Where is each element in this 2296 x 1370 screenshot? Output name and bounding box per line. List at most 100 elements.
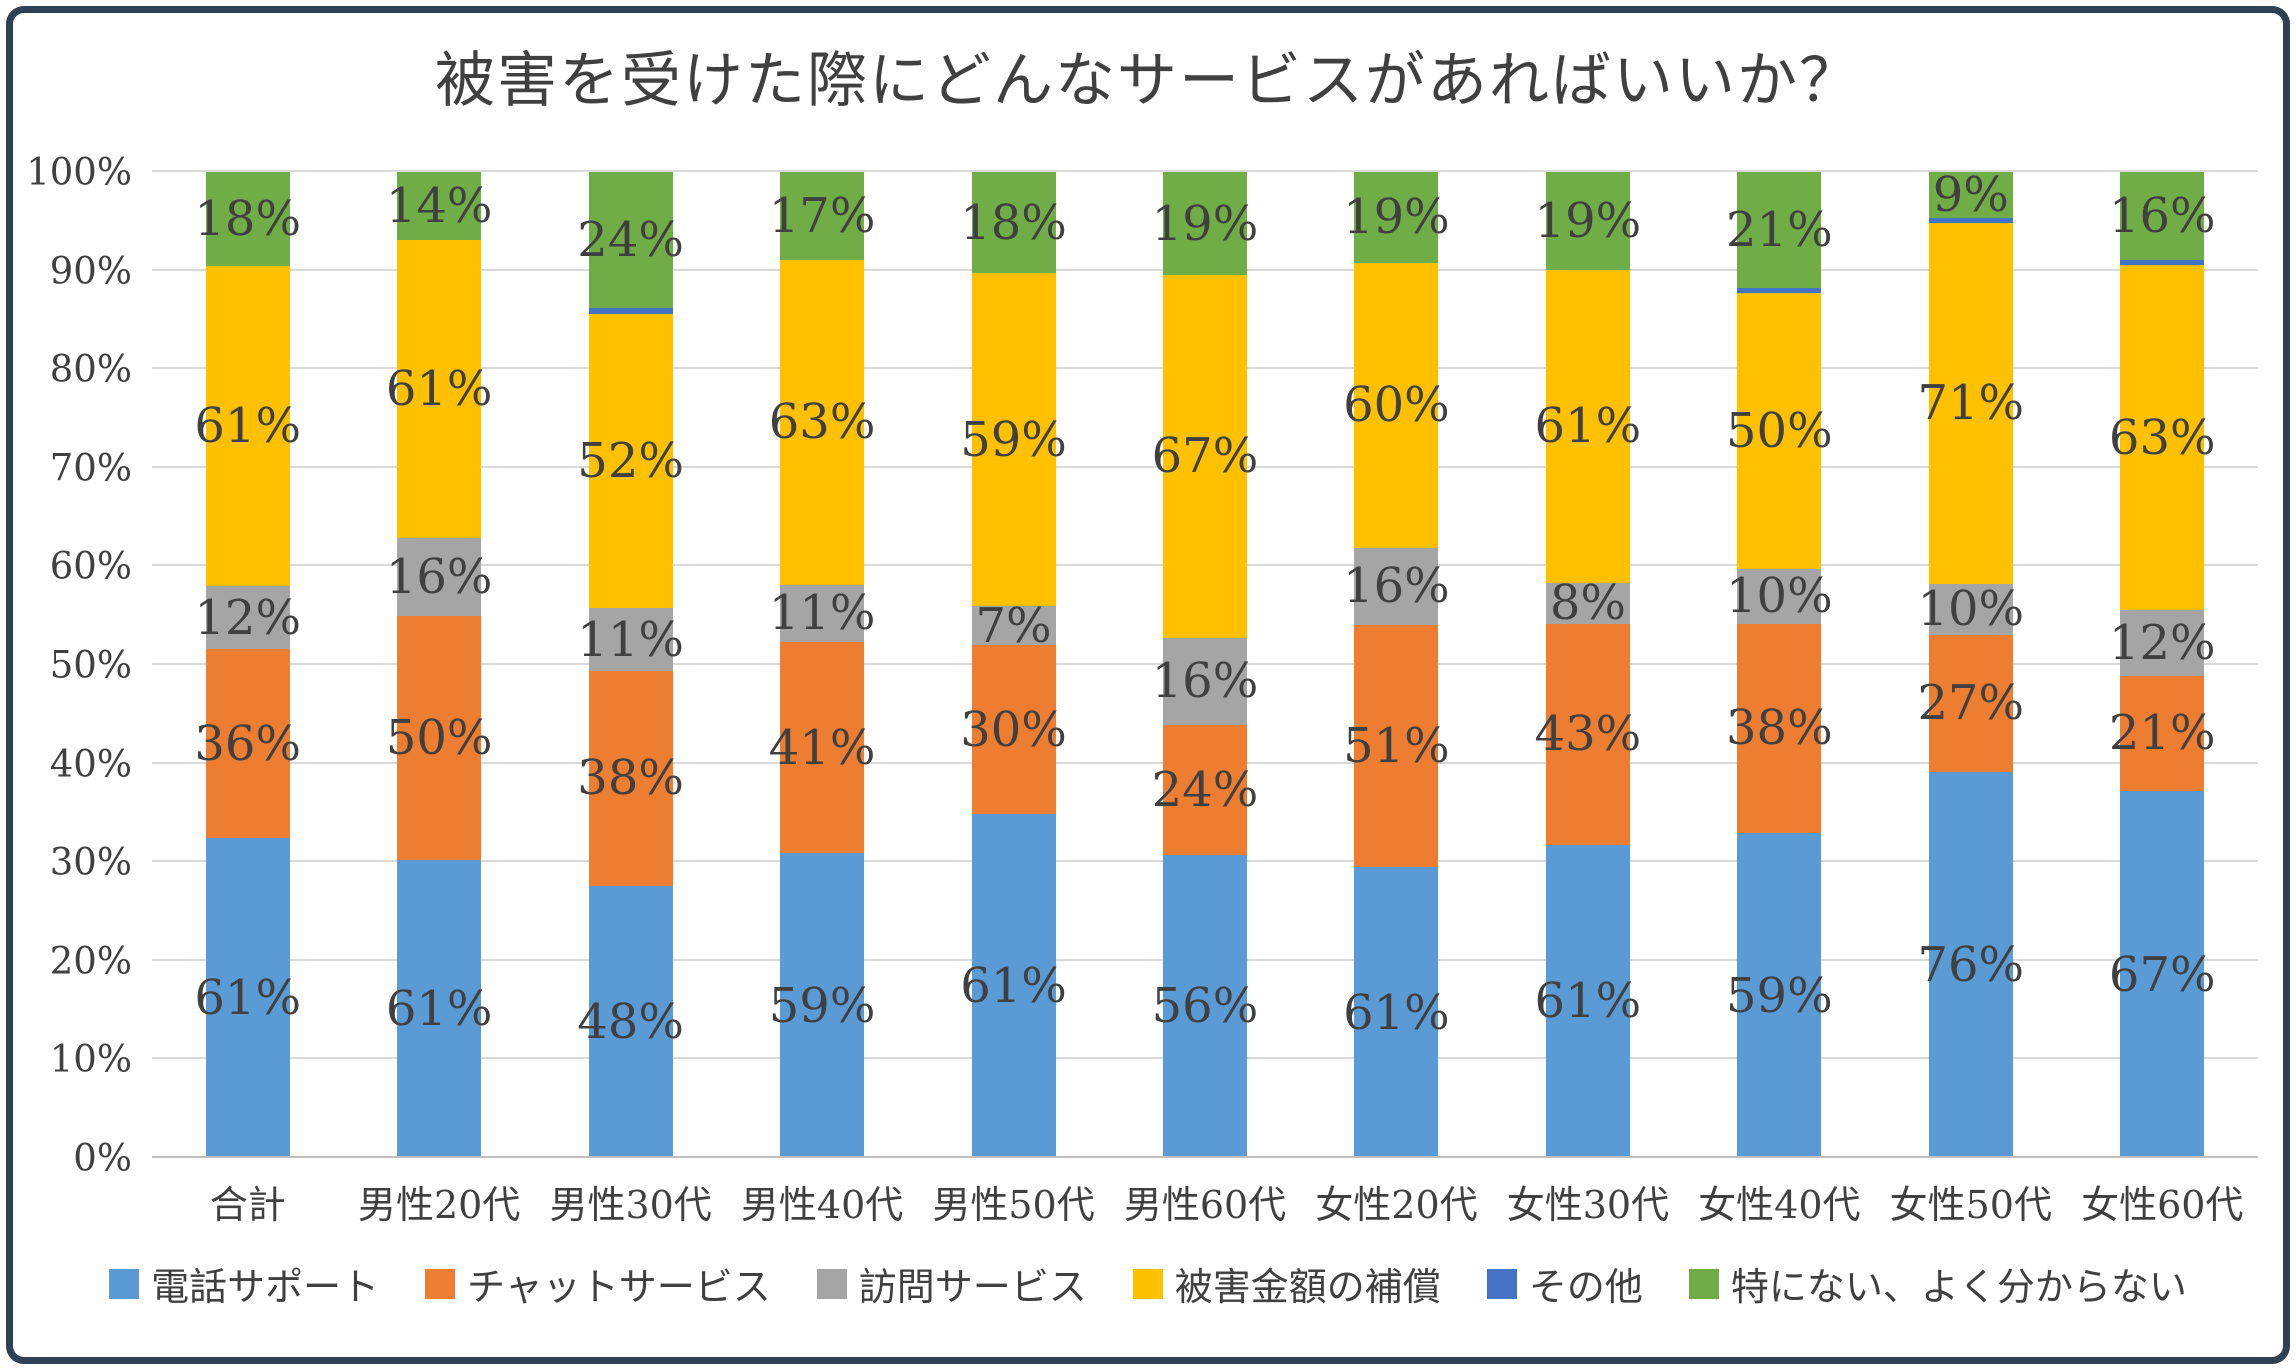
y-axis-tick-label: 70% [49,446,132,490]
bar-segment-other [1737,287,1822,294]
bar-segment-phone-support: 76% [1917,771,2024,1158]
data-label: 7% [975,597,1052,654]
data-label: 60% [1343,377,1450,434]
chart-title: 被害を受けた際にどんなサービスがあればいいか？ [435,46,1861,116]
data-label: 76% [1917,936,2025,993]
bar-segment-phone-support: 61% [1535,844,1641,1158]
bar-segment-none-unknown: 18% [194,172,301,267]
data-label: 11% [768,585,876,642]
legend-swatch-none-unknown [1688,1268,1719,1299]
data-label: 71% [1917,375,2025,432]
bar-column: 61% 51% 16% 60% 19% [1301,172,1492,1158]
bar-segment-visit-service: 11% [577,608,684,671]
bar-segment-chat-service: 38% [1726,623,1833,834]
data-label: 61% [194,398,302,455]
data-label: 18% [194,191,302,248]
stacked-bar: 76% 27% 10% 71% 9% [1917,167,2024,1158]
bar-column: 61% 30% 7% 59% 18% [918,172,1109,1158]
data-label: 59% [768,977,876,1034]
bar-segment-visit-service: 16% [1343,548,1450,625]
data-label: 16% [1151,653,1259,710]
bar-segment-chat-service: 51% [1343,624,1450,868]
bar-segment-none-unknown: 9% [1928,167,2013,223]
x-axis-category-label: 合計 [209,1183,286,1227]
bar-segment-visit-service: 11% [769,585,875,642]
data-label: 59% [1726,967,1833,1024]
data-label: 24% [577,212,684,269]
legend-item-visit-service: 訪問サービス [816,1256,1087,1311]
legend-swatch-visit-service [816,1268,847,1299]
bar-segment-phone-support: 67% [2109,791,2216,1158]
bar-column: 67% 21% 12% 63% 16% [2067,172,2258,1158]
data-label: 30% [960,701,1067,758]
data-label: 27% [1917,675,2025,732]
stacked-bar: 56% 24% 16% 67% 19% [1152,172,1258,1158]
bar-segment-damage-compensation: 61% [194,266,301,587]
x-axis: 合計 男性20代 男性30代 男性40代 男性50代 男性60代 女性20代 女性30代 女性4… [152,1174,2258,1229]
y-axis-tick-label: 40% [49,742,132,786]
stacked-bar: 61% 50% 16% 61% 14% [386,172,493,1158]
bar-segment-damage-compensation: 63% [2109,265,2216,611]
data-label: 21% [1726,201,1833,258]
legend-item-none-unknown: 特にない、よく分からない [1688,1256,2187,1311]
bar-segment-chat-service: 43% [1535,623,1641,845]
legend-item-damage-compensation: 被害金額の補償 [1132,1256,1441,1311]
gridline [152,170,2258,172]
data-label: 17% [768,187,876,244]
bar-segment-damage-compensation: 50% [1726,293,1833,569]
bar-segment-visit-service: 12% [2109,610,2216,676]
legend-label: 被害金額の補償 [1174,1265,1441,1309]
plot-area: 61% 36% 12% 61% 18% 61% 50% 16% 61% 14% 48% 38% 11% 5… [152,167,2258,1158]
data-label: 59% [960,411,1067,468]
legend-swatch-other [1486,1268,1517,1299]
bar-segment-phone-support: 59% [1726,833,1833,1158]
y-axis-tick-label: 90% [49,249,132,293]
bar-segment-none-unknown: 19% [1343,172,1450,263]
bar-segment-chat-service: 21% [2109,675,2216,791]
data-label: 43% [1534,706,1642,763]
legend-item-chat-service: チャットサービス [425,1256,771,1311]
bar-segment-none-unknown: 24% [577,172,684,309]
y-axis-tick-label: 10% [49,1037,132,1081]
data-label: 36% [194,715,302,772]
bar-column: 56% 24% 16% 67% 19% [1109,172,1300,1158]
bar-segment-none-unknown: 19% [1152,172,1258,275]
data-label: 38% [1726,700,1833,757]
bar-segment-phone-support: 48% [577,886,684,1158]
data-label: 61% [1534,398,1642,455]
legend-label: その他 [1528,1265,1643,1309]
bar-segment-none-unknown: 16% [2109,172,2216,260]
x-axis-category-label: 女性30代 [1506,1183,1670,1227]
bar-segment-damage-compensation: 59% [960,273,1067,606]
stacked-bar: 61% 43% 8% 61% 19% [1535,172,1641,1158]
data-label: 18% [960,194,1067,251]
data-label: 10% [1726,568,1833,625]
data-label: 61% [960,958,1067,1015]
legend-swatch-damage-compensation [1132,1268,1163,1299]
x-axis-line [152,1156,2258,1158]
bar-segment-phone-support: 56% [1152,854,1258,1158]
data-label: 16% [385,549,493,606]
x-axis-category-label: 男性40代 [740,1183,904,1227]
bar-segment-chat-service: 41% [769,641,875,854]
legend-swatch-chat-service [425,1268,456,1299]
bar-segment-phone-support: 61% [960,814,1067,1158]
y-axis-tick-label: 100% [26,150,132,194]
bar-segment-other [1928,217,2013,223]
bar-segment-chat-service: 30% [960,645,1067,815]
bar-segment-none-unknown: 19% [1535,172,1641,270]
bar-segment-damage-compensation: 71% [1917,222,2024,584]
legend-item-phone-support: 電話サポート [109,1256,379,1311]
x-axis-category-label: 女性60代 [2081,1183,2244,1227]
bar-segment-phone-support: 59% [769,853,875,1158]
data-label: 61% [1534,973,1642,1030]
data-label: 12% [2108,615,2216,672]
x-axis-category-label: 男性30代 [549,1183,712,1227]
data-label: 52% [577,433,684,490]
data-label: 56% [1151,978,1259,1035]
bar-segment-damage-compensation: 61% [386,240,493,539]
x-axis-category-label: 男性50代 [932,1183,1095,1227]
data-label: 16% [2108,187,2216,244]
data-label: 67% [1151,428,1259,485]
bar-segment-damage-compensation: 60% [1343,262,1450,549]
